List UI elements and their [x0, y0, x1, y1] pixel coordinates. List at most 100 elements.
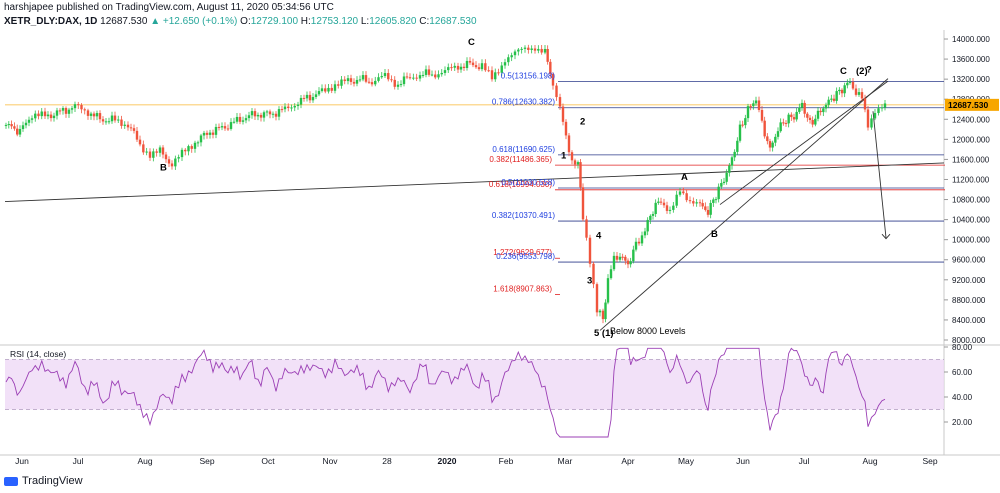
candle-body	[776, 131, 780, 137]
candle-body	[220, 126, 224, 128]
candle-body	[244, 118, 248, 121]
close-value: 12687.530	[429, 16, 477, 27]
candle-body	[196, 142, 200, 144]
candle-body	[302, 97, 306, 99]
candle-body	[883, 103, 887, 108]
candle-body	[714, 199, 718, 201]
candle-body	[24, 122, 28, 126]
candle-body	[405, 76, 409, 78]
candle-body	[640, 235, 644, 244]
candle-body	[393, 79, 396, 87]
candle-body	[77, 104, 80, 106]
wave-label: C	[468, 37, 475, 48]
candle-body	[190, 146, 193, 149]
candle-body	[86, 110, 90, 116]
candle-body	[698, 202, 702, 204]
candle-body	[217, 126, 221, 128]
candle-body	[651, 214, 655, 216]
candle-body	[193, 142, 197, 149]
candle-body	[61, 107, 65, 111]
wave-label: 2	[580, 116, 585, 127]
candle-body	[468, 60, 472, 63]
candle-body	[180, 149, 184, 158]
candle-body	[80, 105, 83, 110]
price-tick-label: 14000.000	[952, 35, 990, 44]
candle-body	[675, 194, 678, 206]
candle-body	[13, 126, 16, 129]
time-tick-label: 28	[382, 456, 392, 466]
candle-body	[250, 111, 254, 116]
candle-body	[148, 151, 152, 158]
candle-body	[806, 113, 809, 118]
candle-body	[832, 98, 836, 101]
candle-body	[657, 201, 660, 203]
candle-body	[471, 62, 475, 66]
candle-body	[819, 110, 822, 113]
candle-body	[142, 144, 145, 153]
candle-body	[824, 104, 828, 109]
price-tick-label: 8000.000	[952, 336, 986, 345]
candle-body	[390, 79, 393, 81]
candle-body	[634, 241, 638, 250]
candle-body	[517, 49, 520, 52]
candle-body	[857, 92, 861, 95]
candle-body	[317, 91, 321, 95]
candle-body	[104, 121, 108, 123]
trendline-long	[4, 162, 945, 202]
candle-body	[766, 136, 769, 142]
fib-label-blue: 0.236(9553.798)	[496, 252, 555, 261]
candle-body	[490, 70, 494, 80]
candle-body	[343, 79, 346, 82]
candle-body	[709, 202, 712, 215]
candle-body	[692, 201, 695, 204]
time-tick-label: Feb	[499, 456, 514, 466]
candle-body	[396, 84, 400, 87]
fib-label-red: 1.618(8907.863)	[493, 284, 552, 293]
candle-body	[880, 107, 884, 109]
candle-body	[533, 48, 537, 51]
symbol-line: XETR_DLY:DAX, 1D 12687.530 ▲ +12.650 (+0…	[4, 16, 477, 27]
candle-body	[377, 77, 380, 81]
candle-body	[421, 74, 425, 76]
candle-body	[668, 209, 672, 211]
candle-body	[430, 74, 434, 76]
candle-body	[262, 112, 266, 118]
candle-body	[311, 96, 315, 101]
candle-body	[601, 310, 605, 320]
candle-body	[271, 113, 275, 115]
candle-body	[624, 256, 627, 261]
wave-label: A	[681, 172, 688, 183]
last-price-label: 12687.530	[948, 100, 988, 110]
fib-label-red: 0.382(11486.365)	[489, 155, 552, 164]
fib-label-blue: 0.5(13156.198)	[501, 71, 556, 80]
candle-body	[688, 200, 692, 202]
candle-body	[434, 74, 437, 78]
candle-body	[202, 132, 206, 136]
high-value: 12753.120	[310, 16, 359, 27]
candle-body	[402, 76, 406, 85]
last-price: 12687.530	[100, 16, 148, 27]
candle-body	[643, 231, 647, 236]
time-tick-label: Apr	[621, 456, 634, 466]
candle-body	[223, 126, 227, 129]
candle-body	[135, 130, 139, 140]
fib-label-red: 0.618(10994.030)	[489, 180, 553, 189]
candle-body	[450, 67, 453, 69]
candle-body	[537, 48, 540, 51]
candle-body	[795, 111, 798, 120]
candle-body	[232, 121, 236, 123]
fib-label-blue: 0.618(11690.625)	[492, 145, 555, 154]
candle-body	[34, 113, 37, 119]
candle-body	[870, 118, 873, 128]
tradingview-brand[interactable]: TradingView	[4, 475, 83, 487]
candle-body	[380, 76, 383, 78]
symbol[interactable]: XETR_DLY:DAX, 1D	[4, 16, 98, 27]
candle-body	[337, 84, 340, 86]
candle-body	[500, 65, 503, 73]
candle-body	[308, 94, 312, 101]
candle-body	[763, 120, 766, 137]
candle-body	[520, 48, 523, 50]
candle-body	[374, 80, 377, 85]
candle-body	[437, 74, 440, 78]
